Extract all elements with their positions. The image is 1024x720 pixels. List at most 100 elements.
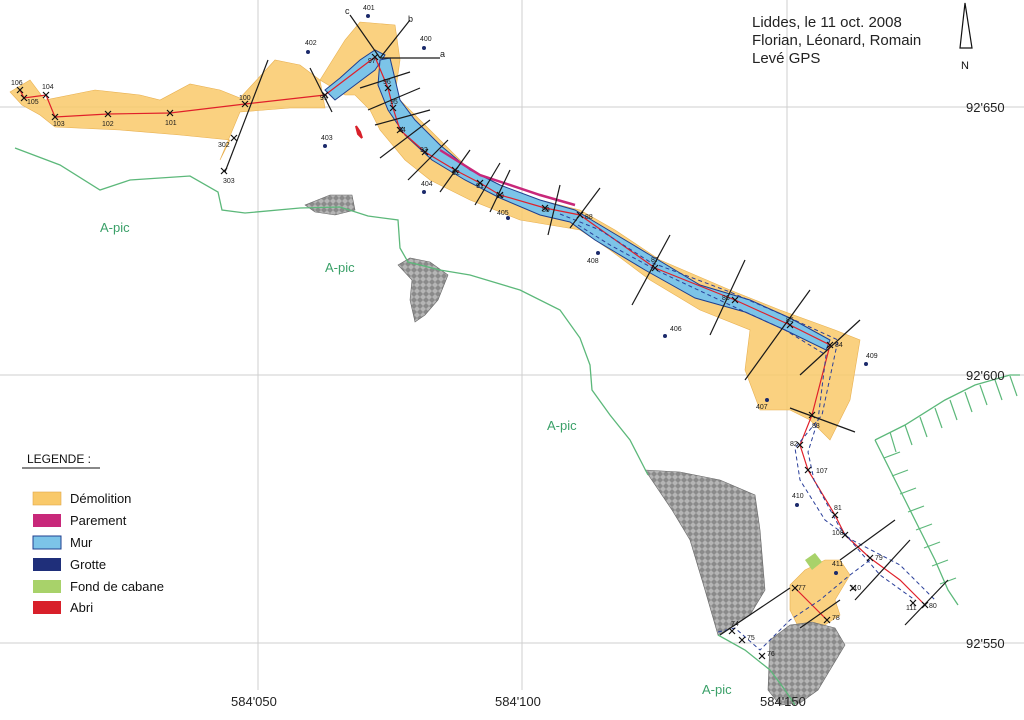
point-label: 104	[42, 84, 54, 91]
cliff-lines	[14, 147, 1020, 706]
rock-area-4	[767, 621, 846, 706]
parement-line	[439, 148, 576, 207]
point-label: 83	[812, 423, 820, 430]
demolition-area-south	[789, 559, 851, 631]
point-label: 77	[798, 585, 806, 592]
legend-item-parement: Parement	[33, 513, 127, 528]
point-label: 78	[832, 615, 840, 622]
dot-label: 404	[421, 181, 433, 188]
profile-letter: a	[440, 49, 445, 59]
wall-upper	[324, 49, 386, 101]
point-label: 103	[53, 121, 65, 128]
dot-label: 409	[866, 353, 878, 360]
point-label: 302	[218, 142, 230, 149]
abri-marker	[355, 125, 363, 139]
point-label: 110	[850, 585, 861, 592]
point-label: 89	[542, 207, 550, 214]
point-label: 81	[834, 505, 842, 512]
point-label: 100	[239, 95, 251, 102]
dot-label: 405	[497, 210, 509, 217]
point-label: 88	[585, 214, 593, 221]
x-coordinate-label: 584'050	[231, 694, 277, 709]
dot-label: 406	[670, 326, 682, 333]
legend-label: Abri	[70, 600, 93, 615]
dot-label: 408	[587, 258, 599, 265]
point-label: 99	[320, 95, 328, 102]
profile-letter: b	[408, 14, 413, 24]
cliff-line-main	[14, 147, 649, 476]
red-survey-line-main	[374, 56, 926, 606]
point-label: 94	[398, 127, 406, 134]
cliff-line-south	[717, 634, 796, 706]
x-coordinate-label: 584'100	[495, 694, 541, 709]
point-label: 97	[368, 58, 376, 65]
point-label: 85	[786, 317, 794, 324]
dot-label: 401	[363, 5, 375, 12]
point-label: 91	[476, 183, 484, 190]
legend-label: Démolition	[70, 491, 131, 506]
cliff-label: A-pic	[100, 220, 130, 235]
legend-label: Grotte	[70, 557, 106, 572]
point-label: 108	[832, 530, 844, 537]
survey-cross-labels: 106 105 104 103 102 101 100 99 302 303 9…	[11, 58, 937, 658]
point-label: 82	[790, 441, 798, 448]
legend-label: Mur	[70, 535, 93, 550]
cliff-label: A-pic	[702, 682, 732, 697]
cliff-line-east-b	[874, 439, 959, 606]
red-survey-line-south	[794, 587, 828, 621]
cliff-label: A-pic	[325, 260, 355, 275]
fond-de-cabane-marker	[805, 553, 822, 570]
point-label: 111	[906, 605, 917, 612]
point-label: 107	[816, 468, 828, 475]
point-label: 75	[747, 635, 755, 642]
point-label: 79	[875, 555, 883, 562]
point-label: 96	[383, 79, 391, 86]
point-label: 90	[496, 193, 504, 200]
legend-title: LEGENDE :	[27, 452, 91, 466]
wall-main	[377, 57, 831, 351]
y-coordinate-label: 92'650	[966, 100, 1005, 115]
wall-segments	[324, 49, 831, 351]
point-label: 303	[223, 178, 235, 185]
dot-label: 411	[832, 561, 843, 568]
north-label: N	[961, 60, 969, 72]
map-header-line3: Levé GPS	[752, 50, 820, 67]
map-header-line2: Florian, Léonard, Romain	[752, 32, 921, 49]
north-arrow-icon: N	[959, 2, 973, 72]
legend-item-mur: Mur	[32, 535, 93, 550]
point-label: 80	[929, 603, 937, 610]
dot-label: 407	[756, 404, 768, 411]
cliff-line-east	[874, 374, 1020, 441]
legend-item-abri: Abri	[33, 600, 93, 615]
profile-letter-labels: c b a	[345, 6, 445, 59]
legend-label: Parement	[70, 513, 127, 528]
dot-label: 403	[321, 135, 333, 142]
point-label: 86	[722, 295, 730, 302]
point-label: 102	[102, 121, 114, 128]
survey-crosses	[16, 53, 929, 660]
rock-area-3	[644, 469, 766, 636]
point-label: 84	[835, 342, 843, 349]
legend-label: Fond de cabane	[70, 579, 164, 594]
cliff-label: A-pic	[547, 418, 577, 433]
legend-item-demolition: Démolition	[32, 491, 131, 506]
rock-areas	[304, 194, 846, 706]
dot-label: 400	[420, 36, 432, 43]
point-label: 92	[452, 170, 460, 177]
point-label: 87	[651, 257, 659, 264]
survey-dots	[306, 14, 868, 575]
legend: LEGENDE : Démolition Parement Mur Grotte…	[22, 452, 164, 615]
point-label: 93	[420, 147, 428, 154]
dot-label: 402	[305, 40, 317, 47]
point-label: 74	[731, 621, 739, 628]
point-label: 105	[27, 99, 39, 106]
survey-dot-labels: 401 402 400 403 404 405 408 406 409 407 …	[305, 5, 878, 568]
rock-area-1	[304, 194, 356, 216]
legend-item-fond-de-cabane: Fond de cabane	[33, 579, 164, 594]
legend-item-grotte: Grotte	[33, 557, 106, 572]
point-label: 76	[767, 651, 775, 658]
profile-letter: c	[345, 6, 350, 16]
cliff-ticks-east	[883, 375, 1018, 585]
dot-label: 410	[792, 493, 804, 500]
point-label: 101	[165, 120, 177, 127]
